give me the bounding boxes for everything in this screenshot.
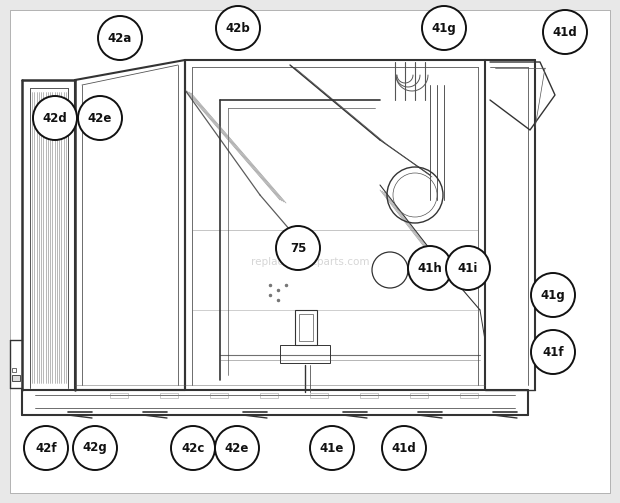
Circle shape: [171, 426, 215, 470]
Text: 42e: 42e: [225, 442, 249, 455]
Bar: [360, 393, 378, 398]
Text: 42g: 42g: [82, 442, 107, 455]
Circle shape: [98, 16, 142, 60]
Bar: [295, 310, 317, 345]
Circle shape: [422, 6, 466, 50]
Text: 75: 75: [290, 241, 306, 255]
Circle shape: [543, 10, 587, 54]
Circle shape: [73, 426, 117, 470]
Text: 41e: 41e: [320, 442, 344, 455]
Text: 41g: 41g: [541, 289, 565, 301]
Text: 41f: 41f: [542, 346, 564, 359]
Circle shape: [382, 426, 426, 470]
Circle shape: [531, 330, 575, 374]
Text: 42c: 42c: [181, 442, 205, 455]
Bar: [160, 393, 178, 398]
Circle shape: [24, 426, 68, 470]
Bar: [280, 345, 330, 363]
Bar: [110, 393, 128, 398]
Text: 42d: 42d: [43, 112, 68, 125]
Text: 41d: 41d: [552, 26, 577, 39]
Circle shape: [310, 426, 354, 470]
Circle shape: [531, 273, 575, 317]
Text: 41h: 41h: [418, 262, 443, 275]
Circle shape: [408, 246, 452, 290]
Circle shape: [33, 96, 77, 140]
Circle shape: [276, 226, 320, 270]
Circle shape: [446, 246, 490, 290]
Text: replacementparts.com: replacementparts.com: [250, 257, 370, 267]
Bar: [12, 368, 16, 372]
Text: 41i: 41i: [458, 262, 478, 275]
Bar: [260, 393, 278, 398]
Bar: [310, 393, 328, 398]
Text: 42a: 42a: [108, 32, 132, 44]
Text: 42e: 42e: [88, 112, 112, 125]
Text: 41g: 41g: [432, 22, 456, 35]
Bar: [12, 375, 20, 381]
Text: 41d: 41d: [392, 442, 417, 455]
Bar: [460, 393, 478, 398]
Circle shape: [78, 96, 122, 140]
Circle shape: [215, 426, 259, 470]
Text: 42f: 42f: [35, 442, 57, 455]
Bar: [410, 393, 428, 398]
Bar: [210, 393, 228, 398]
Text: 42b: 42b: [226, 22, 250, 35]
Bar: [299, 314, 313, 341]
Circle shape: [216, 6, 260, 50]
